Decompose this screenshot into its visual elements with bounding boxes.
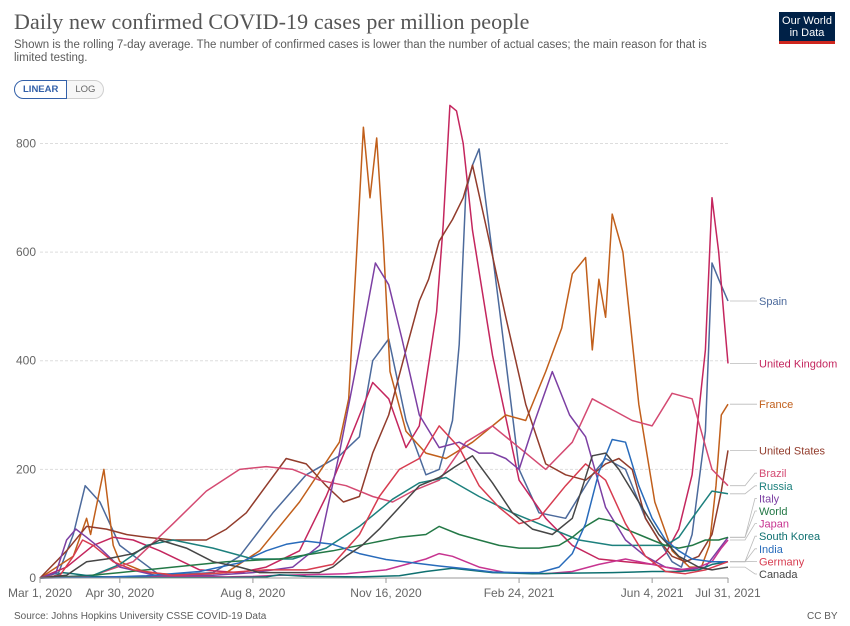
chart-subtitle: Shown is the rolling 7-day average. The …: [14, 39, 707, 64]
series-label-france[interactable]: France: [759, 399, 793, 411]
series-line-canada[interactable]: [39, 452, 729, 579]
source-note[interactable]: Source: Johns Hopkins University CSSE CO…: [14, 611, 267, 622]
label-connector: [730, 472, 757, 487]
series-line-united-states[interactable]: [39, 164, 729, 579]
y-tick-label: 800: [16, 136, 36, 150]
y-tick-label: 400: [16, 354, 36, 368]
series-line-germany[interactable]: [39, 425, 729, 579]
x-tick-label: Jun 4, 2021: [621, 586, 684, 600]
series-line-brazil[interactable]: [39, 392, 729, 579]
series-label-united-states[interactable]: United States: [759, 445, 826, 457]
x-tick-label: Nov 16, 2020: [350, 586, 422, 600]
y-tick-label: 0: [29, 571, 36, 585]
series-line-india[interactable]: [39, 438, 728, 579]
y-tick-label: 600: [16, 245, 36, 259]
series-label-united-kingdom[interactable]: United Kingdom: [759, 358, 837, 370]
x-tick-label: Aug 8, 2020: [221, 586, 286, 600]
log-scale-button[interactable]: LOG: [67, 80, 105, 99]
series-label-russia[interactable]: Russia: [759, 481, 794, 493]
series-label-canada[interactable]: Canada: [759, 569, 798, 581]
y-tick-label: 200: [16, 462, 36, 476]
series-label-germany[interactable]: Germany: [759, 556, 805, 568]
label-connector: [730, 548, 757, 563]
label-connector: [730, 497, 757, 538]
series-label-brazil[interactable]: Brazil: [759, 468, 787, 480]
scale-toggle: LINEAR LOG: [14, 80, 105, 99]
label-connector: [730, 523, 757, 541]
x-tick-label: Jul 31, 2021: [695, 586, 761, 600]
series-line-united-kingdom[interactable]: [39, 104, 729, 579]
series-label-south-korea[interactable]: South Korea: [759, 531, 821, 543]
series-line-south-korea[interactable]: [39, 560, 729, 579]
series-label-world[interactable]: World: [759, 506, 788, 518]
x-tick-label: Apr 30, 2020: [85, 586, 154, 600]
series-lines: [39, 104, 729, 579]
logo-line-1: Our World: [782, 15, 832, 27]
linear-scale-button[interactable]: LINEAR: [14, 80, 68, 99]
series-line-france[interactable]: [39, 126, 729, 579]
series-line-world[interactable]: [39, 517, 729, 579]
series-labels: Spain United Kingdom France United States Br…: [730, 296, 837, 581]
license-link[interactable]: CC BY: [807, 611, 838, 622]
logo-line-2: in Data: [789, 27, 825, 39]
chart-title: Daily new confirmed COVID-19 cases per m…: [14, 9, 530, 34]
x-tick-label: Feb 24, 2021: [484, 586, 555, 600]
label-connector: [730, 485, 757, 495]
grid-layer: [40, 142, 728, 579]
series-line-spain[interactable]: [39, 148, 729, 579]
series-label-italy[interactable]: Italy: [759, 493, 780, 505]
axis-layer: 0 200 400 600 800 Mar 1, 2020 Apr 30, 2020 Aug …: [8, 136, 761, 600]
x-tick-label: Mar 1, 2020: [8, 586, 72, 600]
owid-logo[interactable]: Our World in Data: [779, 12, 835, 44]
series-label-spain[interactable]: Spain: [759, 296, 787, 308]
series-label-japan[interactable]: Japan: [759, 519, 789, 531]
series-line-italy[interactable]: [39, 262, 729, 579]
series-label-india[interactable]: India: [759, 544, 784, 556]
label-connector: [730, 566, 757, 575]
label-connector: [730, 510, 757, 538]
